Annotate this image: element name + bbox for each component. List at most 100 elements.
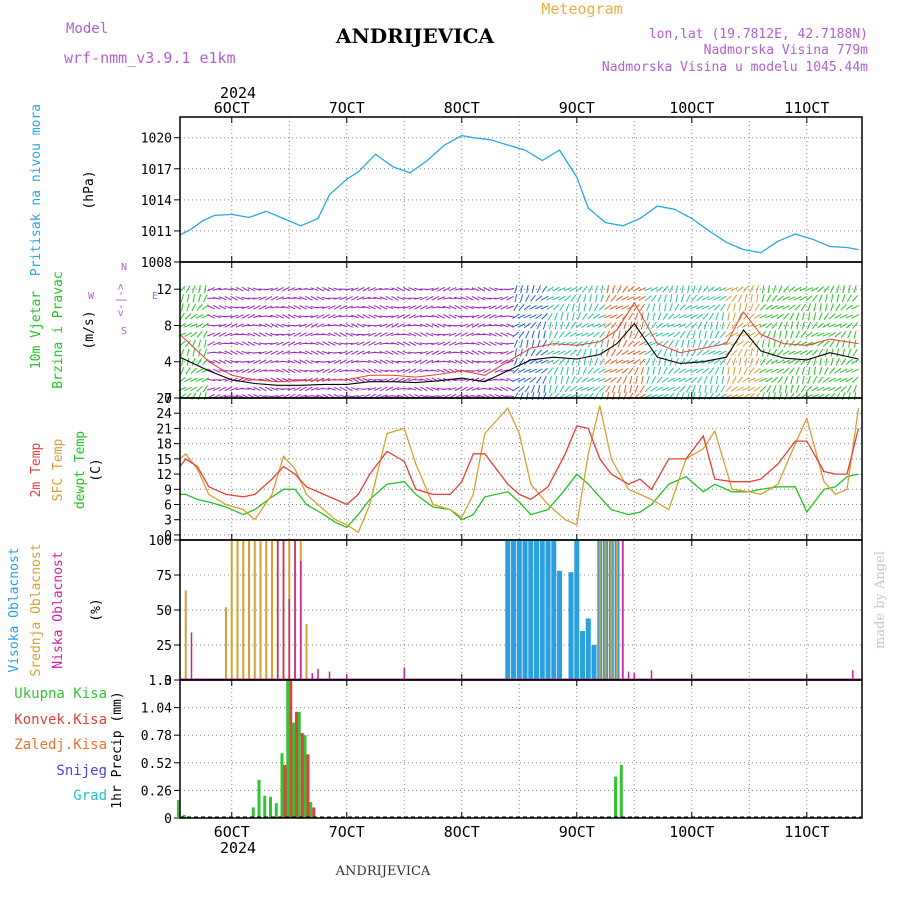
wind-arrow [276, 350, 284, 355]
wind-arrow [448, 341, 457, 346]
wind-arrow [755, 357, 760, 366]
wind-arrow [680, 294, 685, 303]
wind-arrow [586, 323, 595, 328]
wind-arrow [333, 304, 342, 310]
wind-arrow [686, 348, 691, 357]
wind-arrow [310, 342, 319, 346]
wind-arrow [201, 314, 210, 319]
wind-arrow [230, 342, 239, 346]
wind-arrow [402, 377, 411, 382]
wind-arrow [605, 385, 611, 393]
wind-arrow [839, 314, 848, 319]
wind-arrow [362, 296, 371, 300]
wind-arrow [201, 322, 209, 329]
wind-arrow [362, 286, 371, 292]
wind-arrow [373, 287, 382, 291]
wind-arrow [368, 368, 376, 374]
wind-arrow [185, 340, 191, 348]
wind-arrow [812, 294, 818, 302]
wind-arrow [605, 294, 611, 303]
wind-arrow [224, 332, 233, 337]
wind-arrow [442, 296, 451, 300]
wind-arrow [180, 348, 185, 357]
wind-arrow [644, 385, 652, 393]
wind-arrow [494, 324, 503, 327]
wind-arrow [818, 312, 823, 321]
wind-arrow [454, 359, 463, 364]
wind-arrow [304, 350, 313, 355]
wind-arrow [828, 323, 836, 328]
wind-arrow [517, 377, 526, 382]
wind-arrow [517, 323, 526, 328]
wind-arrow [270, 360, 279, 364]
wind-arrow [731, 294, 738, 302]
wind-arrow [771, 294, 778, 302]
wind-arrow [537, 384, 541, 393]
wind-arrow [748, 367, 755, 375]
wind-arrow [179, 312, 185, 321]
wind-arrow [425, 350, 434, 355]
wind-arrow [707, 286, 715, 293]
wind-arrow [851, 368, 859, 373]
wind-arrow [333, 314, 342, 319]
cloud-bar [852, 670, 854, 680]
precip-legend-entry: Zaledj.Kisa [14, 737, 107, 753]
wind-arrow [431, 295, 440, 301]
pressure-panel: 1008 1011 1014 1017 1020 Pritisak na nivou mo… [29, 104, 863, 276]
wind-arrow [721, 366, 725, 375]
wind-arrow [356, 350, 365, 355]
wind-arrow [362, 360, 371, 363]
wind-arrow [776, 313, 784, 320]
wind-arrow [253, 386, 261, 392]
wind-arrow [190, 313, 198, 320]
panel-frame [179, 679, 863, 819]
wind-arrow [698, 392, 702, 401]
wind-arrow [761, 348, 765, 357]
wind-arrow [661, 332, 670, 337]
wind-arrow [685, 385, 691, 393]
wind-arrow [281, 360, 290, 363]
wind-arrow [523, 368, 532, 373]
wind-arrow [812, 376, 818, 384]
wind-arrow [247, 341, 256, 346]
wind-arrow [374, 332, 382, 337]
wind-arrow [408, 332, 417, 337]
wind-arrow [586, 386, 595, 392]
wind-arrow [316, 323, 325, 328]
wind-arrow [582, 366, 587, 375]
wind-arrow [339, 351, 348, 355]
wind-arrow [322, 360, 331, 363]
cloud-bar [230, 540, 233, 680]
pressure-line [179, 134, 859, 254]
wind-arrow [646, 312, 650, 321]
wind-arrow [186, 357, 190, 366]
wind-arrow [606, 392, 610, 401]
x-tick-label-top: 6OCT [214, 99, 250, 117]
wind-arrow [678, 377, 687, 382]
wind-arrow [276, 394, 285, 398]
cloud-bar [610, 540, 613, 680]
cloud-bar [551, 540, 557, 680]
wind-arrow [374, 304, 382, 310]
wind-arrow [419, 369, 428, 373]
wind-arrow [402, 314, 411, 319]
wind-arrow [241, 286, 250, 292]
wind-arrow [641, 375, 644, 384]
wind-arrow [799, 350, 808, 355]
wind-arrow [788, 367, 795, 375]
wind-arrow [744, 357, 748, 366]
wind-arrow [825, 357, 828, 366]
wind-arrow [196, 358, 203, 366]
wind-arrow [559, 303, 565, 311]
wind-arrow [736, 286, 744, 293]
wind-arrow [207, 378, 216, 382]
wind-arrow [558, 341, 566, 346]
wind-arrow [391, 323, 399, 328]
wind-arrow [714, 330, 720, 339]
wind-arrow [835, 357, 840, 366]
wind-arrow [825, 303, 828, 312]
wind-arrow [621, 295, 629, 301]
wind-arrow [230, 387, 238, 391]
wind-arrow [668, 285, 674, 293]
wind-arrow [678, 368, 687, 374]
